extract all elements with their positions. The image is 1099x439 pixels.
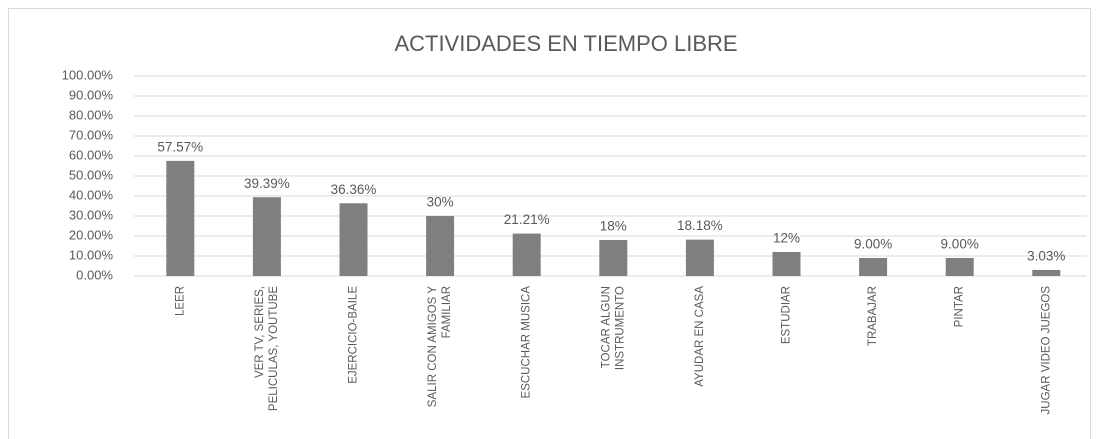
value-label: 9.00%	[854, 237, 892, 252]
y-tick-label: 100.00%	[62, 67, 114, 82]
x-tick-label: AYUDAR EN CASA	[694, 286, 706, 387]
y-tick-label: 70.00%	[69, 127, 114, 142]
bar	[512, 233, 541, 276]
x-tick-label: JUGAR VIDEO JUEGOS	[1040, 286, 1052, 415]
value-label: 39.39%	[244, 176, 290, 191]
y-tick-label: 10.00%	[69, 247, 114, 262]
x-tick-label: PINTAR	[954, 286, 966, 327]
x-tick-label: ESTUDIAR	[781, 286, 793, 344]
y-tick-label: 20.00%	[69, 227, 114, 242]
bar	[772, 252, 801, 276]
value-label: 12%	[773, 231, 800, 246]
value-label: 57.57%	[157, 139, 203, 154]
y-tick-label: 80.00%	[69, 107, 114, 122]
bar	[599, 240, 628, 276]
chart-title: ACTIVIDADES EN TIEMPO LIBRE	[394, 31, 737, 56]
value-label: 18%	[600, 219, 627, 234]
y-tick-label: 60.00%	[69, 147, 114, 162]
x-tick-label: LEER	[174, 286, 186, 316]
x-tick-label: TOCAR ALGUN INSTRUMENTO	[600, 286, 626, 370]
bar	[339, 203, 368, 276]
value-label: 21.21%	[504, 212, 550, 227]
bar	[685, 239, 714, 276]
value-label: 9.00%	[941, 237, 979, 252]
bar	[1032, 269, 1061, 276]
value-label: 36.36%	[331, 182, 377, 197]
bar	[945, 258, 974, 276]
bar	[166, 160, 195, 276]
value-label: 18.18%	[677, 218, 723, 233]
x-tick-label: SALIR CON AMIGOS Y FAMILIAR	[427, 286, 453, 408]
x-tick-label: ESCUCHAR MUSICA	[521, 286, 533, 399]
x-tick-label: VER TV, SERIES, PELICULAS, YOUTUBE	[254, 286, 280, 411]
y-tick-label: 30.00%	[69, 207, 114, 222]
bar	[859, 258, 888, 276]
bar	[252, 197, 281, 276]
y-tick-label: 50.00%	[69, 167, 114, 182]
value-label: 3.03%	[1027, 249, 1065, 264]
x-tick-label: EJERCICIO-BAILE	[348, 286, 360, 384]
x-tick-label: TRABAJAR	[867, 286, 879, 346]
bar	[426, 216, 455, 276]
y-tick-label: 0.00%	[76, 267, 113, 282]
y-tick-label: 90.00%	[69, 87, 114, 102]
value-label: 30%	[427, 195, 454, 210]
y-tick-label: 40.00%	[69, 187, 114, 202]
